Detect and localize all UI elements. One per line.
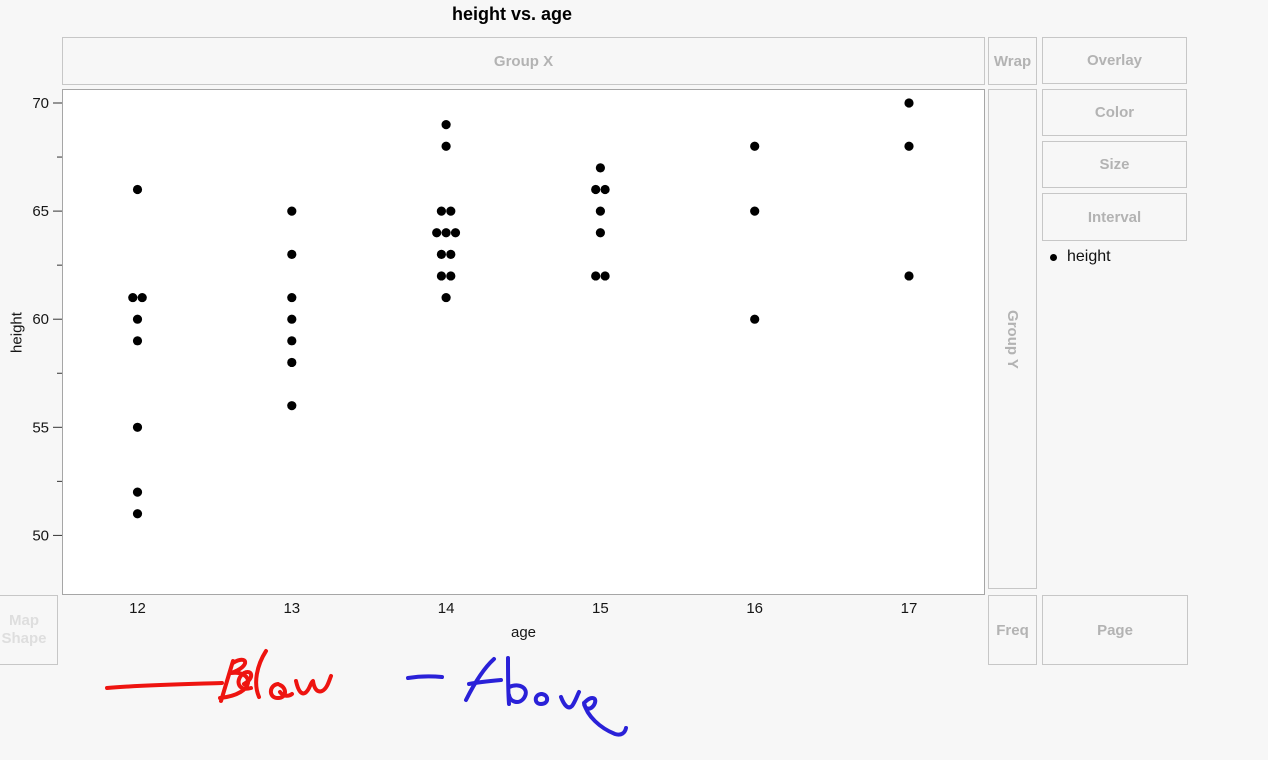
- y-tick-label: 70: [32, 95, 49, 112]
- x-tick-label: 12: [129, 600, 146, 617]
- dropzone-page-label: Page: [1097, 621, 1133, 639]
- dropzone-wrap-label: Wrap: [993, 52, 1032, 70]
- dropzone-freq-label: Freq: [996, 621, 1029, 639]
- dropzone-map-shape-label-2: Shape: [1, 630, 47, 647]
- legend-marker-icon: [1050, 253, 1057, 261]
- dropzone-freq[interactable]: Freq: [988, 595, 1037, 665]
- dropzone-size-label: Size: [1099, 156, 1130, 173]
- annotation-above-word: [464, 657, 496, 702]
- x-tick-label: 15: [592, 600, 609, 617]
- legend-item-height[interactable]: height: [1050, 248, 1111, 266]
- x-tick-label: 17: [901, 600, 918, 617]
- annotation-below-drawing: [105, 649, 333, 703]
- dropzone-wrap[interactable]: Wrap: [988, 37, 1037, 85]
- dropzone-page[interactable]: Page: [1042, 595, 1188, 665]
- y-tick-label: 55: [32, 419, 49, 436]
- dropzone-map-shape[interactable]: Map Shape: [0, 595, 58, 665]
- dropzone-interval-label: Interval: [1087, 208, 1142, 226]
- x-tick-label: 16: [746, 600, 763, 617]
- y-tick-label: 60: [32, 311, 49, 328]
- annotation-above-dash-line: [406, 674, 444, 680]
- dropzone-map-shape-label-1: Map: [9, 612, 39, 629]
- y-tick-label: 50: [32, 527, 49, 544]
- dropzone-color[interactable]: Color: [1042, 89, 1187, 136]
- x-tick-label: 13: [283, 600, 300, 617]
- x-axis-title: age: [510, 624, 537, 641]
- y-axis-title: height: [8, 312, 26, 353]
- dropzone-group-x-label: Group X: [493, 52, 554, 70]
- x-tick-label: 14: [438, 600, 455, 617]
- legend-label: height: [1067, 248, 1111, 265]
- dropzone-interval[interactable]: Interval: [1042, 193, 1187, 241]
- annotation-below-word: [219, 659, 235, 703]
- dropzone-group-y-label: Group Y: [1004, 309, 1021, 369]
- annotation-above-drawing: [406, 656, 628, 737]
- dropzone-group-y[interactable]: Group Y: [988, 89, 1037, 589]
- y-tick-label: 65: [32, 203, 49, 220]
- dropzone-size[interactable]: Size: [1042, 141, 1187, 188]
- plot-area[interactable]: [62, 89, 985, 595]
- annotation-below-strike-line: [105, 681, 224, 690]
- dropzone-group-x[interactable]: Group X: [62, 37, 985, 85]
- dropzone-color-label: Color: [1094, 104, 1135, 121]
- dropzone-overlay[interactable]: Overlay: [1042, 37, 1187, 84]
- dropzone-overlay-label: Overlay: [1086, 52, 1143, 69]
- chart-title: height vs. age: [451, 4, 573, 24]
